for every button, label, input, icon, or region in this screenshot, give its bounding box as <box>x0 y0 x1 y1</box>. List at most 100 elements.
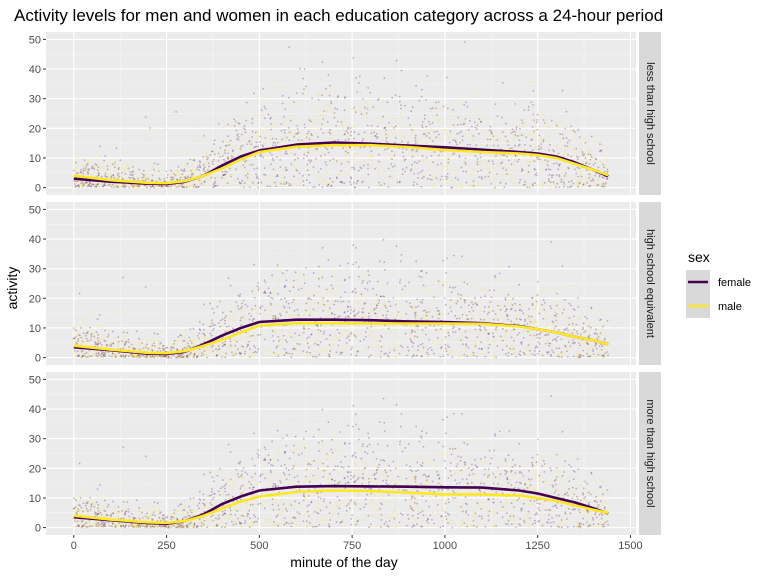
data-point <box>186 152 189 155</box>
data-point <box>361 112 364 114</box>
data-point <box>272 181 275 184</box>
data-point <box>442 183 445 185</box>
data-point <box>196 166 199 169</box>
data-point <box>245 174 248 177</box>
data-point <box>84 356 87 359</box>
data-point <box>491 341 494 343</box>
data-point <box>234 120 237 123</box>
data-point <box>400 253 403 256</box>
data-point <box>480 176 483 179</box>
data-point <box>360 91 363 93</box>
data-point <box>535 300 538 303</box>
data-point <box>522 178 525 181</box>
data-point <box>538 337 541 339</box>
data-point <box>223 172 225 175</box>
data-point <box>240 355 242 358</box>
data-point <box>329 334 332 337</box>
data-point <box>452 324 454 327</box>
data-point <box>603 355 605 357</box>
data-point <box>304 316 307 318</box>
data-point <box>377 303 379 306</box>
data-point <box>307 151 310 154</box>
data-point <box>270 297 272 299</box>
data-point <box>558 175 561 178</box>
data-point <box>189 355 192 358</box>
data-point <box>464 161 466 164</box>
data-point <box>151 342 154 345</box>
data-point <box>73 348 76 351</box>
data-point <box>234 179 237 182</box>
data-point <box>424 326 427 329</box>
data-point <box>157 185 159 188</box>
data-point <box>511 142 513 145</box>
data-point <box>293 347 296 349</box>
data-point <box>76 167 78 169</box>
data-point <box>144 346 147 349</box>
data-point <box>415 150 418 153</box>
data-point <box>586 184 589 187</box>
data-point <box>250 160 252 163</box>
data-point <box>114 161 116 164</box>
data-point <box>489 147 492 149</box>
data-point <box>327 137 330 140</box>
data-point <box>479 115 482 118</box>
data-point <box>314 301 316 304</box>
data-point <box>414 137 417 140</box>
data-point <box>572 315 575 318</box>
data-point <box>124 171 126 174</box>
data-point <box>170 178 173 181</box>
data-point <box>505 345 508 347</box>
data-point <box>343 182 346 185</box>
data-point <box>524 353 527 356</box>
data-point <box>530 161 532 163</box>
data-point <box>161 345 164 347</box>
data-point <box>226 182 229 185</box>
data-point <box>515 124 518 127</box>
data-point <box>364 331 367 333</box>
data-point <box>176 348 179 351</box>
data-point <box>271 157 274 160</box>
data-point <box>582 169 585 172</box>
data-point <box>183 177 185 180</box>
data-point <box>505 295 508 298</box>
data-point <box>188 184 191 187</box>
data-point <box>438 171 441 173</box>
data-point <box>401 259 404 261</box>
data-point <box>264 107 267 110</box>
data-point <box>229 346 232 349</box>
data-point <box>487 167 490 170</box>
data-point <box>436 163 439 166</box>
data-point <box>158 169 161 172</box>
data-point <box>78 325 80 328</box>
data-point <box>362 138 365 140</box>
data-point <box>203 158 206 161</box>
data-point <box>442 312 444 315</box>
data-point <box>255 146 258 149</box>
data-point <box>378 340 380 343</box>
data-point <box>107 173 110 176</box>
data-point <box>567 167 569 169</box>
data-point <box>385 137 388 139</box>
data-point <box>539 331 542 334</box>
data-point <box>584 157 587 160</box>
data-point <box>207 162 210 165</box>
data-point <box>368 315 370 318</box>
data-point <box>480 177 483 180</box>
data-point <box>311 343 314 346</box>
data-point <box>422 315 425 318</box>
data-point <box>132 185 135 188</box>
data-point <box>490 127 493 130</box>
data-point <box>151 345 154 348</box>
data-point <box>456 300 459 303</box>
data-point <box>277 169 280 171</box>
data-point <box>396 178 398 180</box>
data-point <box>531 159 534 162</box>
data-point <box>536 174 538 177</box>
data-point <box>388 122 391 124</box>
data-point <box>597 179 599 182</box>
data-point <box>431 341 434 344</box>
data-point <box>400 69 403 72</box>
data-point <box>529 349 531 352</box>
data-point <box>349 146 351 149</box>
data-point <box>382 238 385 241</box>
